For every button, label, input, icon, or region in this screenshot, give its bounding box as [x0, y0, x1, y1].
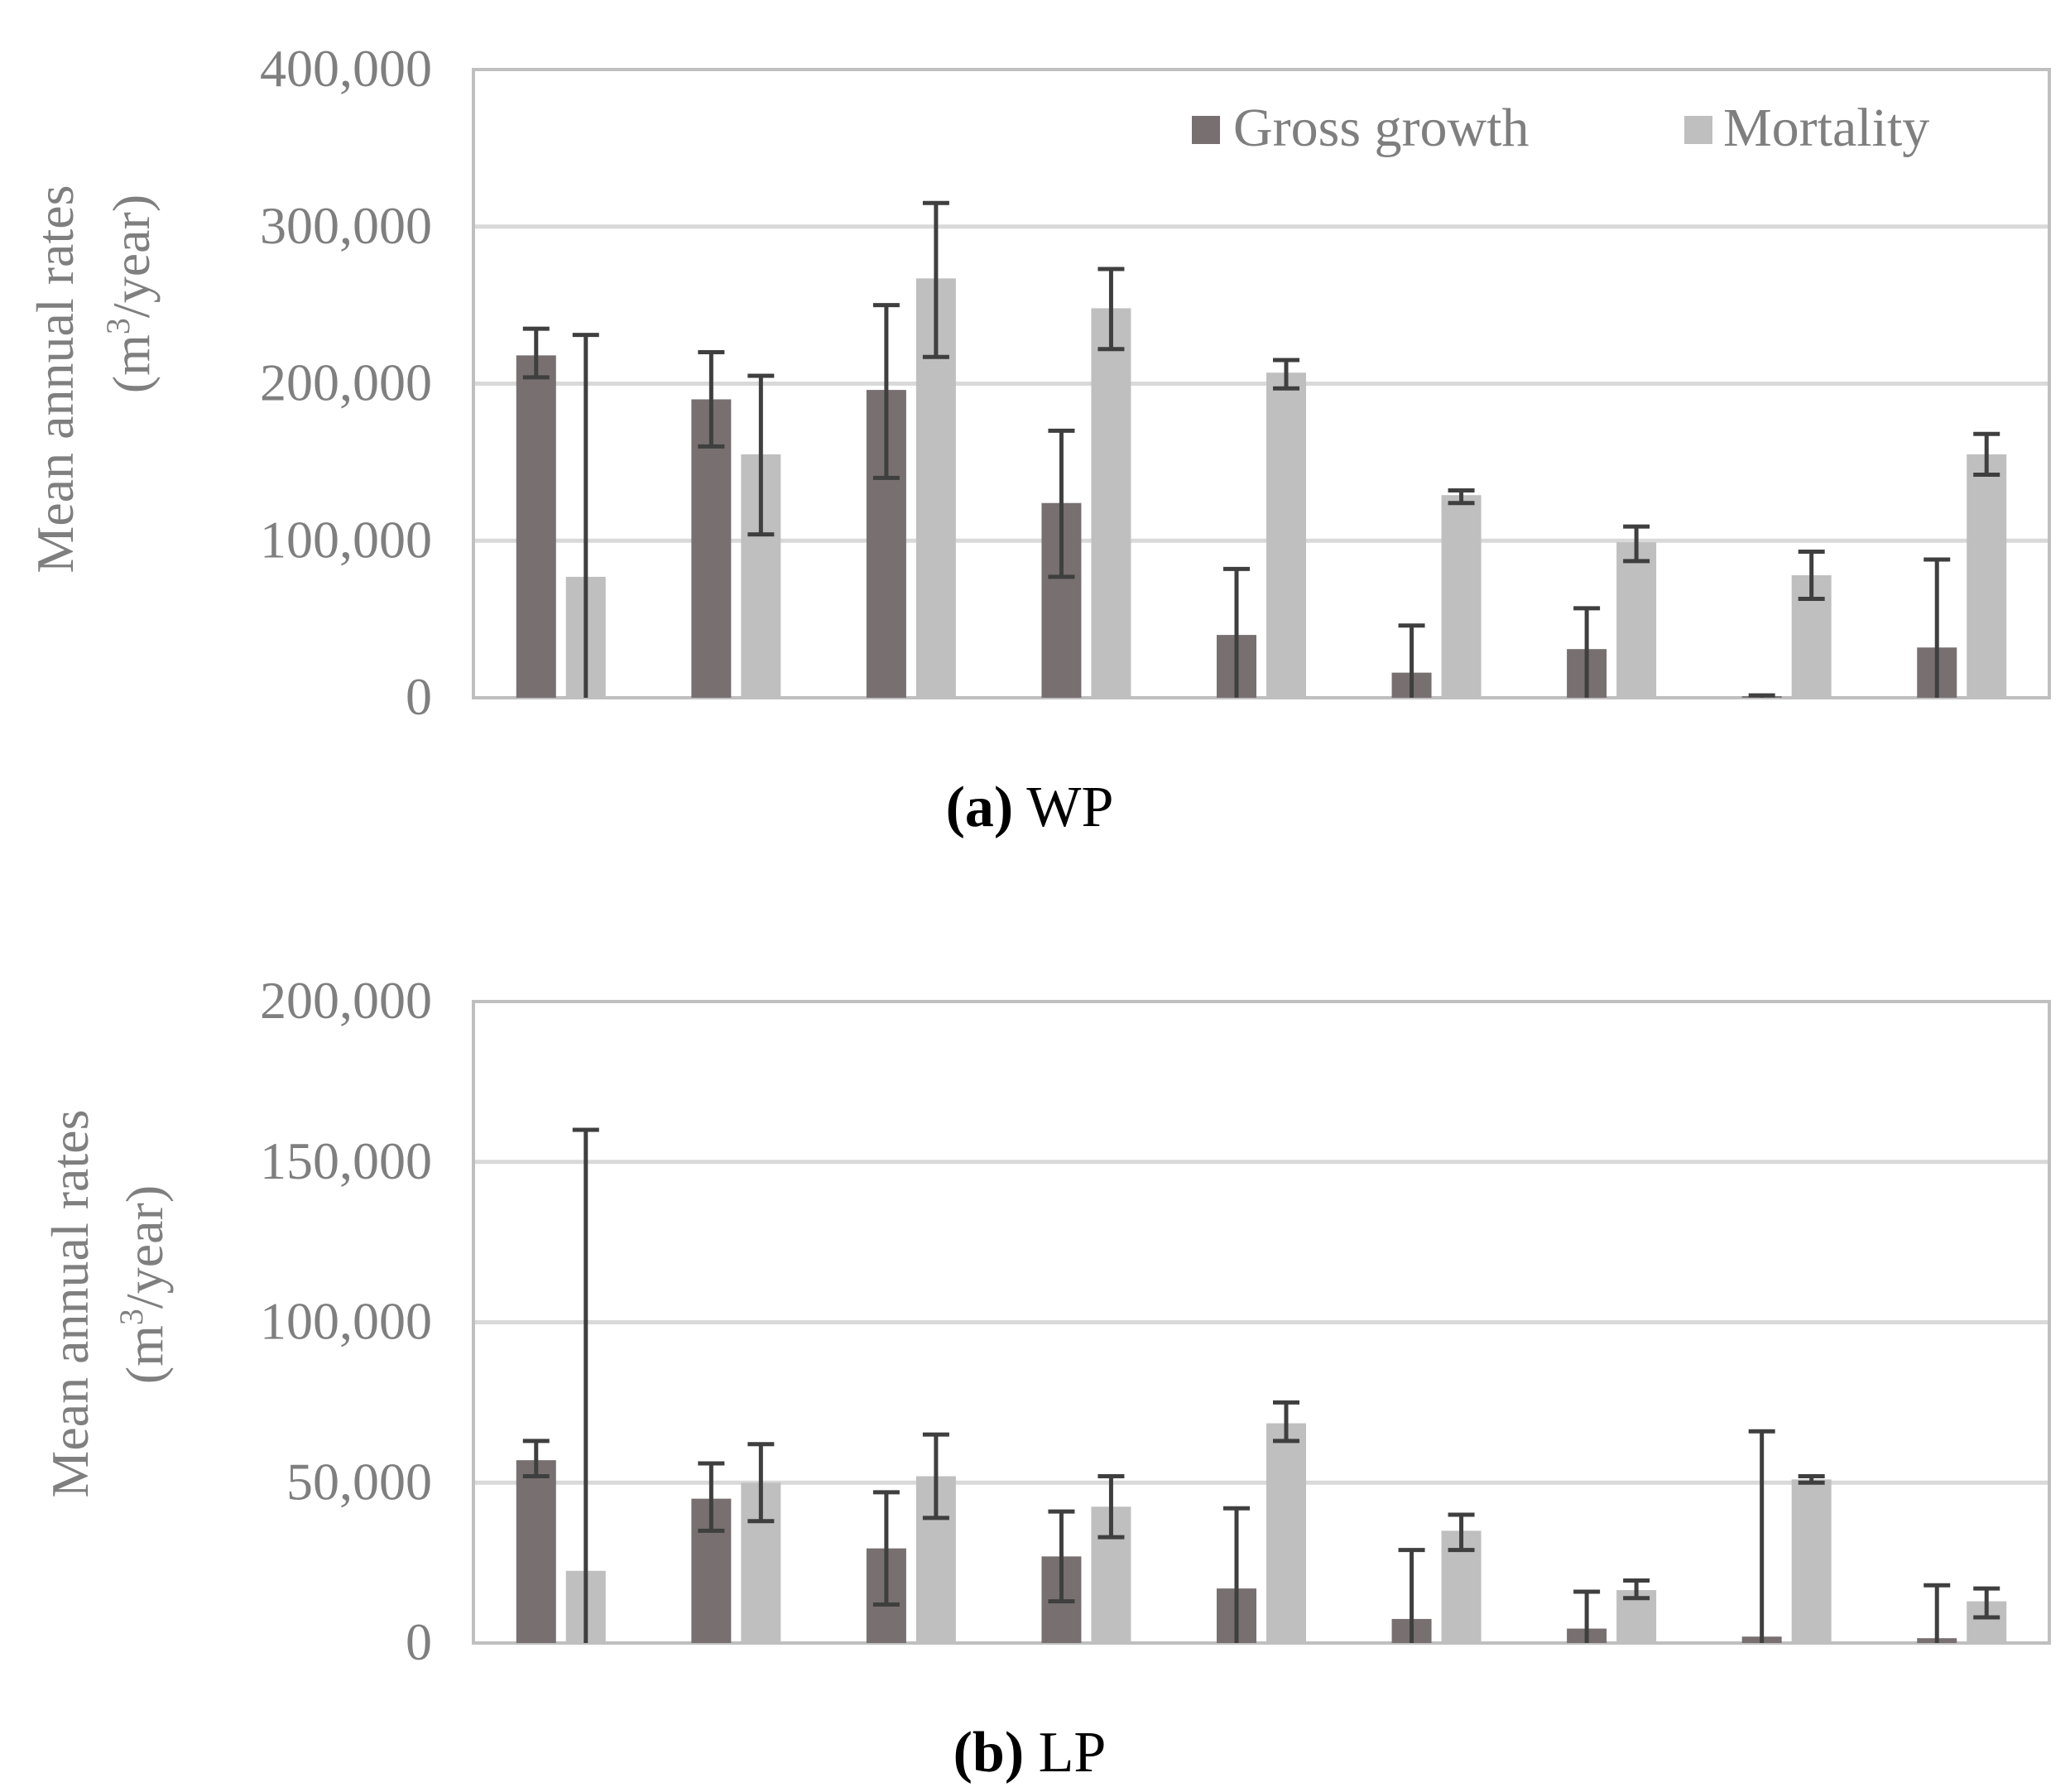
y-tick-label: 200,000	[260, 353, 432, 412]
bars-layer	[516, 278, 2007, 698]
bar-mortality	[1441, 495, 1482, 698]
error-bar-mortality	[1798, 1474, 1825, 1485]
legend-swatch-mortality	[1684, 116, 1712, 144]
bar-mortality	[1091, 308, 1131, 698]
error-bar-gross-growth	[1048, 428, 1075, 579]
y-axis-unit-suffix: /year)	[115, 1185, 174, 1309]
error-bar-mortality	[1273, 358, 1299, 391]
legend-swatch-gross	[1192, 116, 1220, 144]
error-bar-mortality	[1273, 1400, 1299, 1444]
y-axis-label-line1: Mean annual rates	[41, 1109, 99, 1497]
error-bars-layer	[522, 1127, 2000, 1643]
bar-mortality	[1616, 542, 1657, 698]
y-tick-labels: 0 50,000 100,000 150,000 200,000	[260, 971, 432, 1671]
error-bar-gross-growth	[1573, 1589, 1601, 1643]
bars-layer	[516, 1423, 2007, 1643]
error-bar-mortality	[1623, 524, 1650, 564]
plot-frame	[472, 68, 2051, 699]
y-axis-unit-prefix: (m	[115, 1325, 174, 1384]
caption-b-text: LP	[1024, 1721, 1106, 1785]
y-tick-label: 150,000	[260, 1131, 432, 1190]
bar-gross-growth	[516, 1460, 556, 1643]
error-bar-mortality	[1623, 1578, 1650, 1601]
error-bar-mortality	[747, 373, 775, 537]
error-bar-mortality	[922, 200, 949, 359]
bar-mortality	[1266, 372, 1306, 698]
error-bar-gross-growth	[698, 1461, 725, 1533]
y-tick-label: 300,000	[260, 196, 432, 255]
plot-frame	[472, 1000, 2051, 1645]
grid-layer	[473, 1160, 2049, 1485]
caption-b-bold: (b)	[953, 1721, 1025, 1785]
error-bar-gross-growth	[1048, 1509, 1075, 1604]
y-axis-label-line2: (m3/year)	[99, 195, 161, 393]
error-bar-gross-growth	[1924, 1583, 1951, 1643]
chart-panel-wp: 0 100,000 200,000 300,000 400,000 Mean annua…	[26, 39, 2051, 839]
y-axis-unit-prefix: (m	[102, 334, 161, 393]
y-tick-label: 100,000	[260, 510, 432, 569]
error-bar-gross-growth	[1924, 557, 1951, 698]
error-bar-gross-growth	[1748, 1429, 1775, 1643]
y-axis-label-line2: (m3/year)	[113, 1185, 174, 1384]
error-bar-gross-growth	[1573, 606, 1601, 698]
bar-gross-growth	[691, 399, 732, 698]
y-tick-labels: 0 100,000 200,000 300,000 400,000	[260, 39, 432, 726]
grid-layer	[473, 224, 2049, 543]
bar-mortality	[1266, 1423, 1306, 1643]
y-axis-label-line1: Mean annual rates	[26, 185, 84, 573]
legend-label-gross: Gross growth	[1233, 98, 1530, 158]
y-tick-label: 100,000	[260, 1292, 432, 1351]
error-bar-mortality	[1448, 1512, 1475, 1553]
panel-caption-b: (b) LP	[953, 1721, 1107, 1785]
legend: Gross growth Mortality	[1192, 98, 1929, 158]
error-bar-mortality	[1448, 488, 1475, 506]
error-bar-gross-growth	[1398, 623, 1425, 698]
error-bar-mortality	[1973, 1586, 2000, 1620]
error-bar-gross-growth	[1398, 1548, 1425, 1643]
error-bar-mortality	[572, 333, 599, 698]
error-bar-gross-growth	[522, 1439, 550, 1478]
error-bar-mortality	[1798, 550, 1825, 601]
error-bar-gross-growth	[522, 326, 550, 380]
y-tick-label: 200,000	[260, 971, 432, 1030]
bar-gross-growth	[516, 355, 556, 698]
error-bar-mortality	[1097, 267, 1125, 352]
y-axis-unit-superscript: 3	[113, 1309, 150, 1325]
y-tick-label: 0	[406, 667, 432, 726]
y-axis-unit-suffix: /year)	[102, 195, 161, 318]
y-axis-unit-superscript: 3	[99, 318, 137, 334]
y-tick-label: 400,000	[260, 39, 432, 98]
error-bar-mortality	[1097, 1474, 1125, 1540]
error-bar-gross-growth	[872, 303, 900, 480]
caption-a-text: WP	[1013, 776, 1113, 839]
error-bar-gross-growth	[872, 1490, 900, 1607]
error-bar-mortality	[747, 1442, 775, 1524]
bar-mortality	[1791, 1479, 1832, 1643]
y-tick-label: 50,000	[286, 1452, 432, 1511]
error-bar-mortality	[922, 1432, 949, 1521]
legend-label-mortality: Mortality	[1723, 98, 1929, 158]
error-bar-mortality	[572, 1127, 599, 1643]
bar-mortality	[1967, 454, 2007, 698]
error-bar-gross-growth	[698, 350, 725, 449]
y-tick-label: 0	[406, 1612, 432, 1671]
error-bar-gross-growth	[1748, 693, 1775, 698]
error-bar-gross-growth	[1223, 1506, 1250, 1643]
error-bar-mortality	[1973, 431, 2000, 478]
caption-a-bold: (a)	[946, 776, 1014, 839]
error-bar-gross-growth	[1223, 566, 1250, 698]
error-bars-layer	[522, 200, 2000, 698]
panel-caption-a: (a) WP	[946, 776, 1114, 839]
chart-panel-lp: 0 50,000 100,000 150,000 200,000 Mean annual…	[41, 971, 2051, 1785]
